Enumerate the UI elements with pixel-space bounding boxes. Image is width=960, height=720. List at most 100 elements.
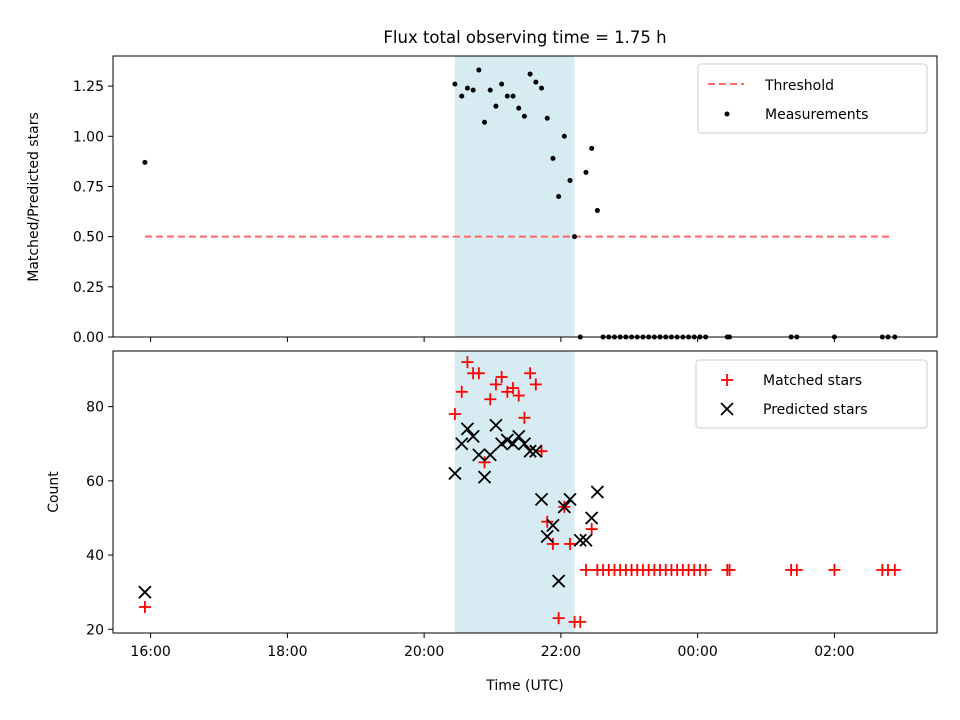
matched-stars-marker	[138, 601, 151, 614]
predicted-stars-marker	[517, 437, 532, 451]
y-tick-label: 0.00	[73, 330, 104, 346]
matched-stars-marker	[461, 356, 474, 369]
bottom-plot-frame	[112, 350, 938, 634]
matched-stars-legend-swatch	[721, 374, 733, 386]
predicted-stars-marker	[472, 448, 486, 462]
measurements-point	[556, 194, 562, 199]
matched-stars-marker	[495, 370, 508, 383]
measurements-point	[516, 105, 522, 111]
measurements-point	[499, 81, 505, 87]
matched-stars-marker	[552, 612, 565, 625]
matched-stars-marker	[790, 563, 803, 576]
measurements-point	[487, 87, 493, 93]
x-tick-label: 16:00	[130, 644, 170, 660]
predicted-stars-marker	[557, 500, 571, 514]
measurements-point	[589, 145, 595, 151]
predicted-stars-legend-label: Predicted stars	[763, 402, 868, 418]
y-tick-label: 80	[86, 400, 104, 416]
bottom-legend-box	[695, 359, 928, 429]
predicted-stars-marker	[573, 533, 587, 547]
top-y-axis-label: Matched/Predicted stars	[26, 112, 42, 282]
measurements-point	[464, 85, 470, 91]
predicted-stars-marker	[494, 437, 509, 451]
predicted-stars-marker	[540, 529, 554, 544]
measurements-point	[583, 169, 589, 175]
matched-stars-marker	[564, 537, 577, 550]
measurements-point	[544, 115, 550, 121]
predicted-stars-marker	[506, 437, 520, 451]
measurements-point	[504, 93, 510, 99]
predicted-stars-marker	[500, 433, 514, 447]
measurements-point	[572, 234, 578, 240]
y-tick-label: 1.00	[73, 129, 104, 145]
top-legend-box	[697, 63, 928, 134]
matched-stars-marker	[489, 378, 502, 391]
measurements-point	[567, 177, 573, 183]
predicted-stars-marker	[483, 448, 497, 462]
measurements-point	[482, 119, 488, 125]
top-legend: Threshold Measurements	[697, 63, 928, 134]
top-x-ticks	[150, 337, 835, 342]
top-series-group	[142, 67, 898, 340]
matched-stars-marker	[541, 515, 554, 528]
measurements-point	[594, 208, 600, 214]
y-tick-label: 0.75	[73, 179, 104, 195]
predicted-stars-marker	[546, 518, 560, 533]
chart-title: Flux total observing time = 1.75 h	[383, 28, 666, 47]
matched-stars-marker	[484, 393, 497, 406]
measurements-point	[533, 79, 539, 85]
measurements-legend-label: Measurements	[765, 107, 868, 123]
predicted-stars-marker	[448, 466, 462, 481]
matched-stars-marker	[546, 537, 559, 550]
measurements-point	[142, 159, 148, 165]
observing-interval-shade	[454, 351, 575, 633]
matched-stars-marker	[699, 563, 712, 576]
matched-stars-marker	[455, 385, 468, 398]
predicted-stars-marker	[579, 533, 593, 547]
matched-stars-marker	[828, 563, 841, 576]
top-plot-frame	[112, 55, 938, 338]
predicted-stars-marker	[455, 437, 469, 451]
predicted-stars-marker	[489, 418, 503, 432]
matched-stars-marker	[512, 389, 525, 402]
predicted-stars-marker	[585, 511, 599, 525]
bottom-y-axis-label: Count	[46, 471, 62, 513]
measurements-legend-swatch	[724, 111, 730, 117]
measurements-point	[539, 85, 545, 91]
matched-stars-marker	[524, 367, 537, 380]
bottom-panel: 16:00 18:00 20:00 22:00 00:00 02:00 20406080 …	[46, 350, 938, 694]
predicted-stars-marker	[512, 429, 526, 443]
matched-stars-legend-label: Matched stars	[763, 373, 862, 389]
y-tick-label: 0.50	[73, 230, 104, 246]
matched-stars-marker	[723, 563, 736, 576]
observing-interval-shade	[454, 56, 575, 337]
x-tick-label: 02:00	[814, 644, 854, 660]
predicted-stars-marker	[466, 429, 480, 443]
bottom-y-ticks: 20 40 60 80	[86, 400, 113, 638]
predicted-stars-legend-swatch	[720, 402, 734, 416]
matched-stars-marker	[579, 563, 592, 576]
matched-stars-marker	[535, 445, 548, 458]
bottom-series-group	[138, 356, 901, 628]
predicted-stars-marker	[590, 485, 605, 499]
predicted-stars-marker	[551, 574, 566, 588]
y-tick-label: 20	[86, 622, 104, 638]
predicted-stars-marker	[477, 470, 492, 484]
bottom-x-ticks: 16:00 18:00 20:00 22:00 00:00 02:00	[130, 633, 855, 660]
matched-stars-marker	[529, 378, 542, 391]
predicted-stars-marker	[523, 444, 537, 458]
top-panel: 0.00 0.25 0.50 0.75 1.00 1.25 Matched/Predict…	[26, 55, 938, 346]
measurements-point	[527, 71, 533, 77]
y-tick-label: 40	[86, 548, 104, 564]
matched-stars-marker	[888, 563, 901, 576]
x-tick-label: 22:00	[541, 644, 581, 660]
x-axis-label: Time (UTC)	[485, 678, 563, 694]
threshold-legend-label: Threshold	[764, 78, 834, 94]
matched-stars-marker	[448, 408, 461, 421]
measurements-point	[476, 67, 482, 73]
matched-stars-marker	[585, 523, 598, 536]
x-tick-label: 20:00	[404, 644, 444, 660]
matched-stars-marker	[478, 456, 491, 469]
y-tick-label: 1.25	[73, 79, 104, 95]
